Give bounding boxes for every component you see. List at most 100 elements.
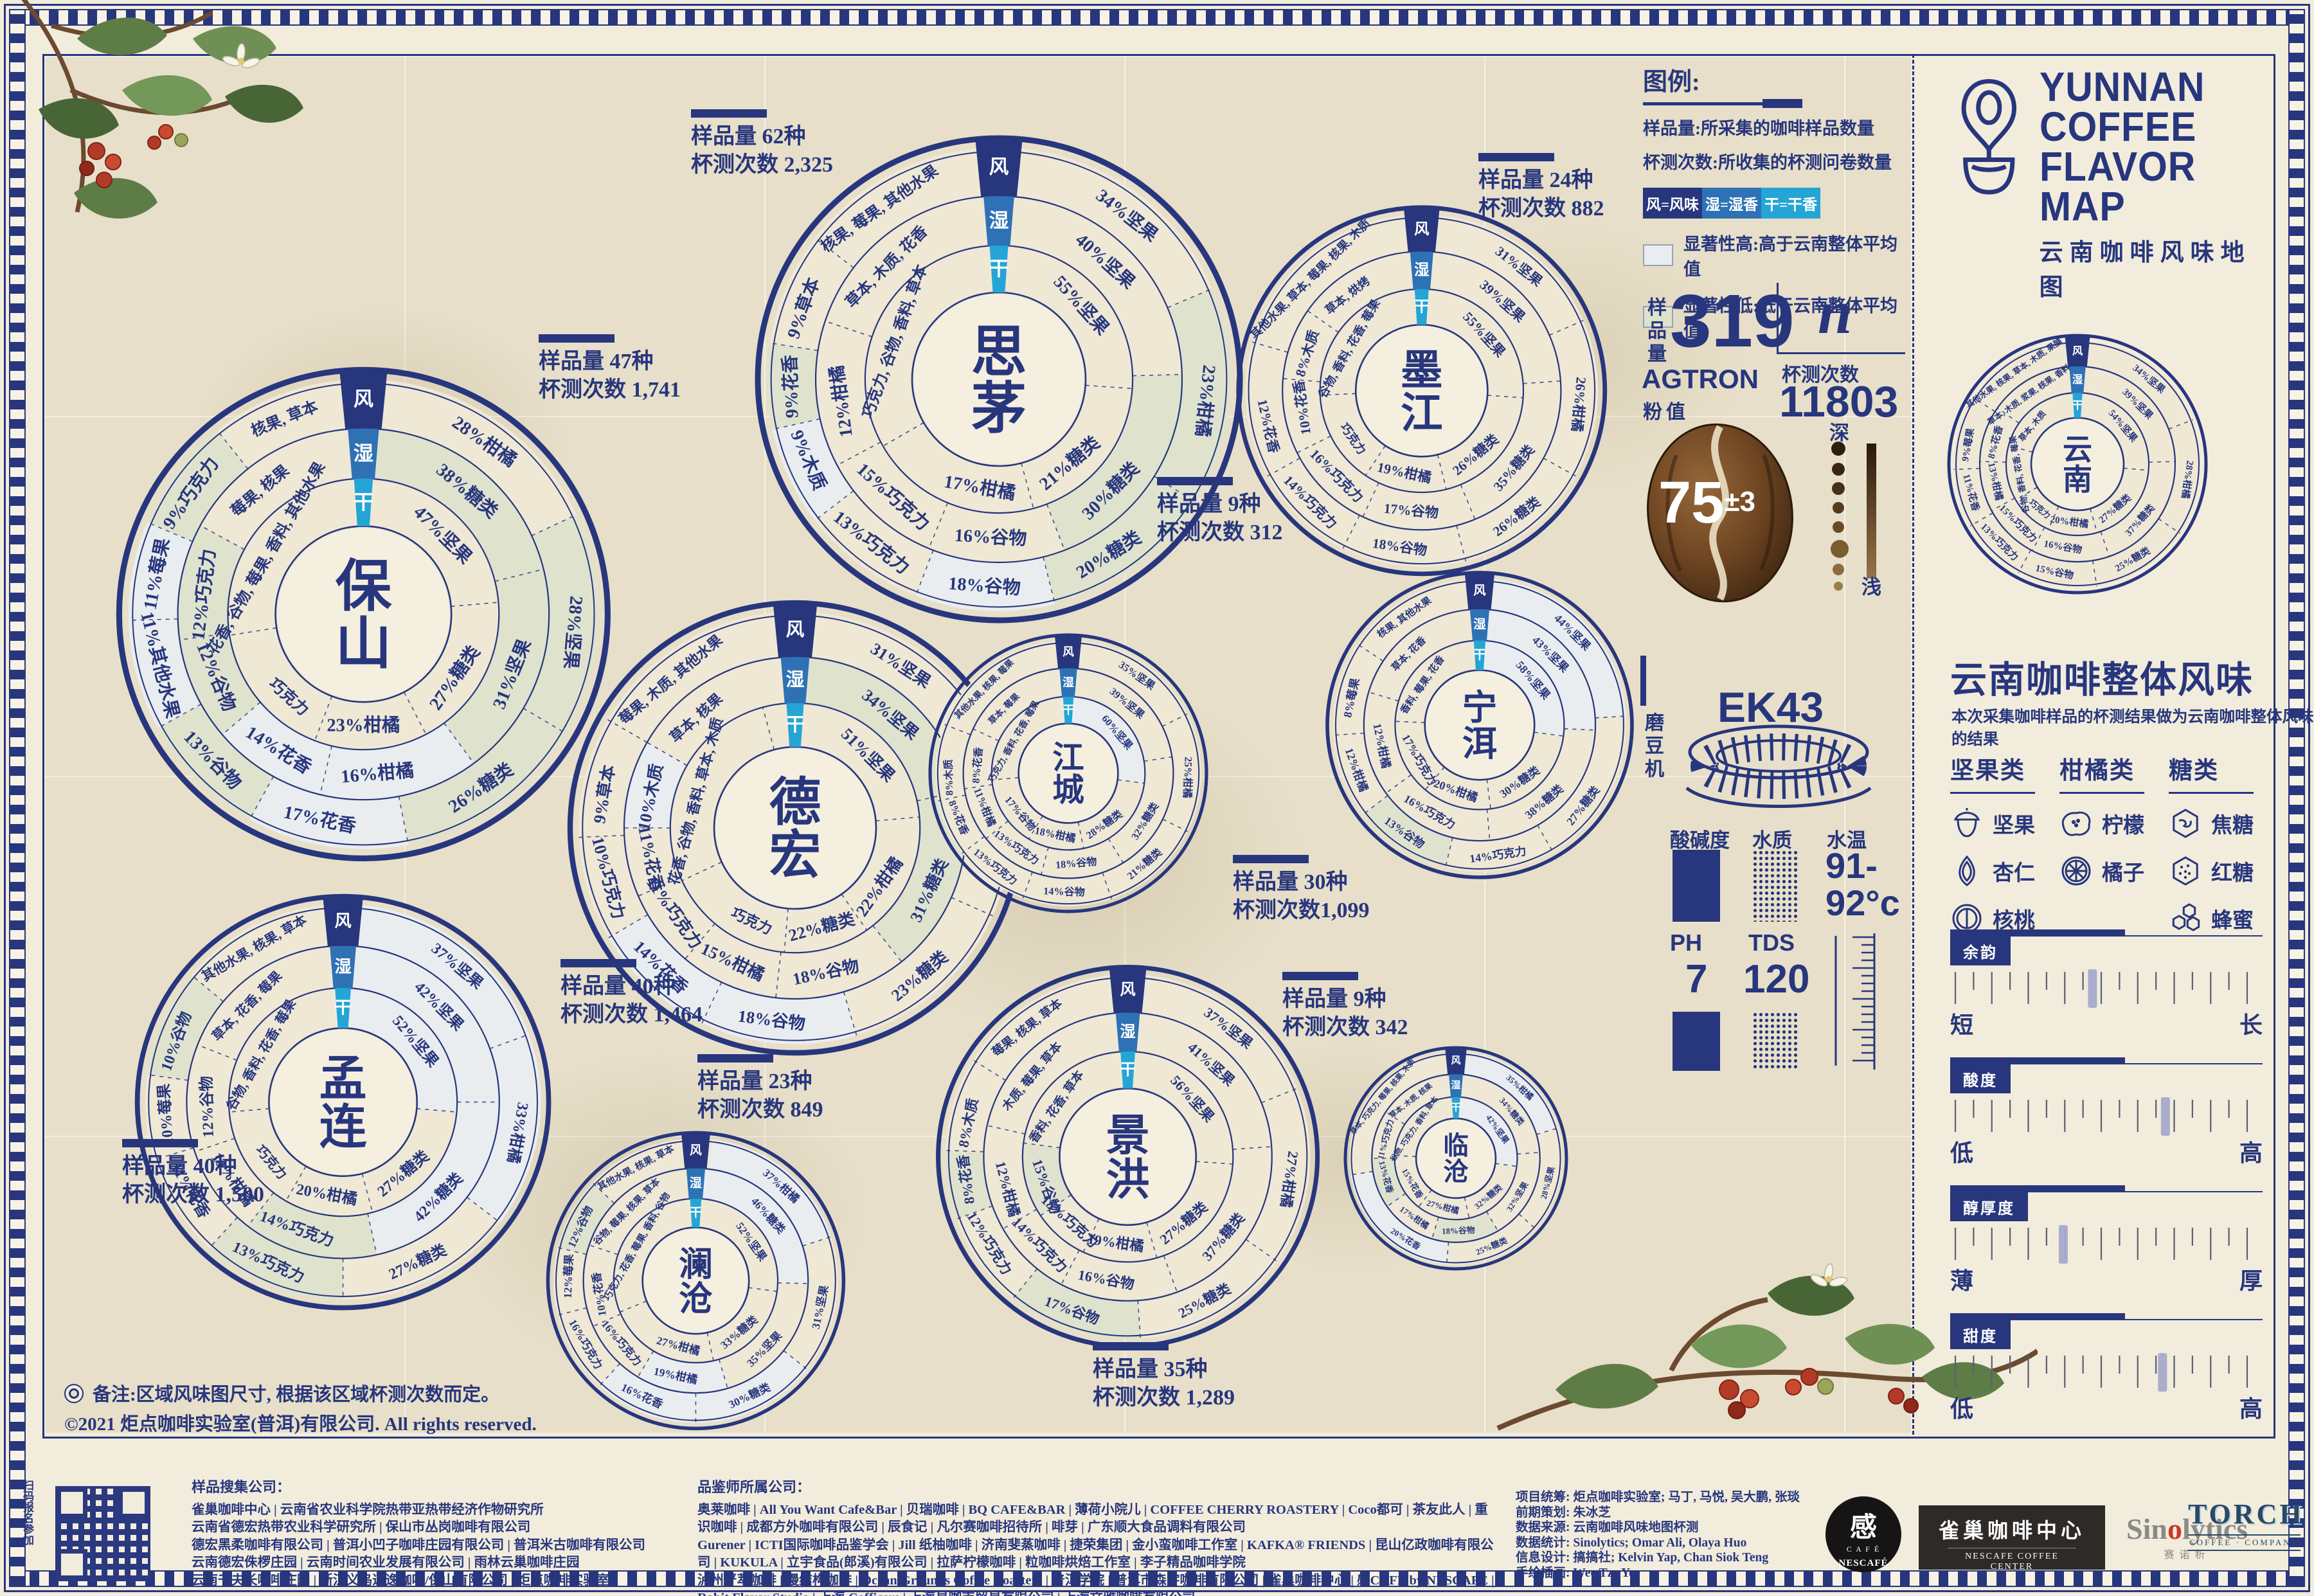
- region-callout-mojiang: 样品量 24种 杯测次数 882: [1478, 153, 1604, 223]
- ring-label: 8%花香: [969, 746, 985, 784]
- region-samples-label: 样品量 24种: [1478, 168, 1593, 192]
- slider-marker: [2058, 1225, 2068, 1264]
- ring-tab-label: 湿: [2072, 373, 2083, 386]
- flavor-attribute-sliders: 余韵短长酸度低高醇厚度薄厚甜度低高: [1950, 929, 2263, 1441]
- ring-tab-label: 风: [335, 912, 352, 931]
- region-name: 景洪: [1106, 1112, 1150, 1205]
- overall-flavor-heading: 云南咖啡整体风味: [1950, 660, 2254, 701]
- project-credit-line: 数据来源: 云南咖啡风味地图杯测: [1516, 1521, 1699, 1534]
- region-samples-label: 样品量 40种: [561, 974, 676, 998]
- grinder-label: 磨豆机: [1642, 712, 1663, 782]
- slider-scale: [1954, 1225, 2248, 1264]
- slider-tag: 醇厚度: [1950, 1192, 2028, 1221]
- slider-max-label: 长: [2239, 1012, 2263, 1038]
- region-callout-baoshan: 样品量 47种杯测次数 1,741: [539, 334, 681, 404]
- taster-companies-heading: 品鉴师所属公司：: [697, 1479, 811, 1495]
- sample-company-line: 德宏黑柔咖啡有限公司 | 普洱小凹子咖啡庄园有限公司 | 普洱米古咖啡有限公司: [192, 1538, 646, 1552]
- ph-value: 7: [1685, 957, 1708, 1001]
- ring-tab-label: 湿: [1473, 618, 1486, 632]
- sig-high-label: 显著性高:高于云南整体平均值: [1683, 235, 1898, 279]
- title-subtitle: 云南咖啡风味地图: [2039, 240, 2251, 301]
- project-credit-line: 信息设计: 搞搞社; Kelvin Yap, Chan Siok Teng: [1516, 1551, 1769, 1565]
- thermometer-ruler: [1834, 933, 1876, 1070]
- flavor-wheel-ninger: 风湿干 44%坚果 27%糖类 14%巧克力 13%谷物 12%柑橘 8%莓果 核果, 其他水…: [1315, 560, 1644, 893]
- coffee-branch-illustration-top-left: [21, 0, 303, 219]
- ring-tab-label: 风: [989, 156, 1009, 178]
- ring-label: 25%柑橘: [1181, 757, 1194, 798]
- ring-label: 9%花香: [780, 354, 802, 418]
- sample-company-line: 云南千夫长咖啡庄园 | 浙江义乌递逸咖啡/保山有限公司 | 炬点咖啡实验室: [192, 1573, 610, 1588]
- region-callout-dehong: 样品量 40种杯测次数 1,464: [561, 959, 703, 1029]
- copyright: ©2021 炬点咖啡实验室(普洱)有限公司. All rights reserv…: [64, 1414, 537, 1435]
- legend-tab-flavor: 风=风味: [1643, 188, 1702, 219]
- region-cuppings-label: 杯测次数 1,289: [1093, 1386, 1235, 1410]
- slider-min-label: 短: [1950, 1012, 1974, 1038]
- title-line-3: FLAVOR MAP: [2039, 143, 2196, 229]
- legend-sig-low: 显著性低:低于云南整体平均值: [1643, 292, 1900, 342]
- region-cuppings-label: 杯测次数 1,464: [561, 1003, 703, 1027]
- flavor-item-label: 柠檬: [2102, 814, 2144, 838]
- qr-code: [55, 1486, 150, 1581]
- flavor-item-橘子: 橘子: [2059, 854, 2144, 888]
- slider-甜度: 甜度低 高: [1950, 1313, 2263, 1424]
- flavor-wheel-simao: 风湿干 34%坚果 23%柑橘 20%糖类 18%谷物 13%巧克力 9%木质 9%花香 9%草…: [739, 119, 1259, 643]
- ring-tab-label: 干: [690, 1206, 702, 1219]
- title-line-1: YUNNAN: [2039, 64, 2205, 110]
- flavor-item-label: 坚果: [1993, 814, 2035, 838]
- slider-余韵: 余韵短 长: [1950, 929, 2263, 1040]
- slider-scale: [1954, 1353, 2248, 1392]
- gan-cafe-sub: C A F É: [1846, 1545, 1881, 1554]
- region-name: 云南: [2063, 433, 2092, 496]
- checker-border-left: [9, 9, 26, 1587]
- flavor-wheel-baoshan: 风湿干 28%柑橘 28%坚果 26%糖类 17%花香 13%谷物 11%其他水果 11%莓果…: [100, 350, 627, 881]
- category-heading: 柑橘类: [2059, 758, 2135, 784]
- flavor-wheel-svg-yunnan: 风湿干34%坚果28%柑橘25%糖类15%谷物13%巧克力11%花香9%莓果其他…: [1947, 334, 2208, 595]
- temp-label: 水温: [1827, 829, 1867, 852]
- region-samples-label: 样品量 47种: [539, 350, 654, 373]
- roast-light-label: 浅: [1861, 576, 1881, 598]
- region-name: 墨江: [1401, 348, 1443, 437]
- flavor-wheel-menglian: 风湿干 37%坚果 33%柑橘 27%糖类 13%巧克力 11%花香 10%莓果 10%谷物其…: [121, 880, 565, 1327]
- ring-label: 8%木质: [942, 759, 956, 796]
- flavor-category-坚果类: 坚果类 坚果 杏仁 核桃: [1950, 751, 2035, 949]
- region-samples-label: 样品量 40种: [122, 1154, 237, 1178]
- roast-scale: [1831, 442, 1876, 591]
- region-cuppings-label: 杯测次数 849: [697, 1098, 823, 1122]
- flavor-item-label: 焦糖: [2211, 814, 2254, 838]
- slider-tag: 酸度: [1950, 1064, 2011, 1093]
- region-cuppings-label: 杯测次数 882: [1478, 197, 1604, 221]
- ring-tab-label: 湿: [1120, 1024, 1136, 1041]
- ring-tab-label: 风: [1063, 645, 1074, 658]
- grinder-accent-bar: [1640, 656, 1646, 706]
- water-label: 水质: [1752, 829, 1792, 852]
- ncc-zh: 雀巢咖啡中心: [1938, 1519, 2085, 1542]
- slider-marker: [2160, 1097, 2170, 1136]
- ph-swatch-2: [1673, 1012, 1720, 1071]
- ring-tab-label: 干: [1063, 704, 1074, 717]
- taster-companies-list: 奥莱咖啡 | All You Want Cafe&Bar | 贝瑞咖啡 | BQ…: [697, 1502, 1501, 1596]
- sample-company-line: 云南省德宏热带农业科学研究所 | 保山市丛岗咖啡有限公司: [192, 1520, 531, 1534]
- region-cuppings-label: 杯测次数 1,741: [539, 378, 681, 402]
- ring-tab-label: 干: [1451, 1102, 1460, 1113]
- flavor-wheel-svg-lancang: 风湿干37%柑橘31%坚果30%糖类16%花香16%巧克力12%莓果12%谷物其…: [546, 1131, 845, 1430]
- legend-sig-high: 显著性高:高于云南整体平均值: [1643, 230, 1900, 280]
- region-cuppings-label: 杯测次数 1,500: [122, 1183, 264, 1207]
- torch-sub: COFFEE · COMPANY: [2188, 1534, 2301, 1551]
- ring-tab-label: 干: [989, 258, 1009, 280]
- ring-tab-label: 干: [1414, 299, 1429, 316]
- flavor-item-柠檬: 柠檬: [2059, 807, 2144, 840]
- temp-value-line1: 91-: [1825, 845, 1878, 886]
- brand-title: YUNNAN COFFEE FLAVOR MAP 云南咖啡风味地图: [2039, 64, 2272, 302]
- brand-block: YUNNAN COFFEE FLAVOR MAP 云南咖啡风味地图: [1955, 64, 2272, 302]
- ring-tab-label: 干: [335, 999, 352, 1018]
- tds-swatch-2: [1752, 1012, 1797, 1071]
- torch-name: TORCH: [2188, 1498, 2304, 1530]
- region-name: 思茅: [971, 321, 1027, 440]
- grinder-burr-illustration: [1685, 724, 1872, 808]
- legend-heading: 图例:: [1643, 69, 1700, 96]
- scan-qr-label: 扫码报名参加: [21, 1480, 33, 1545]
- sig-high-swatch: [1643, 244, 1674, 266]
- region-callout-menglian: 样品量 40种杯测次数 1,500: [122, 1139, 264, 1209]
- gan-cafe-brand: NESCAFÉ: [1838, 1558, 1888, 1568]
